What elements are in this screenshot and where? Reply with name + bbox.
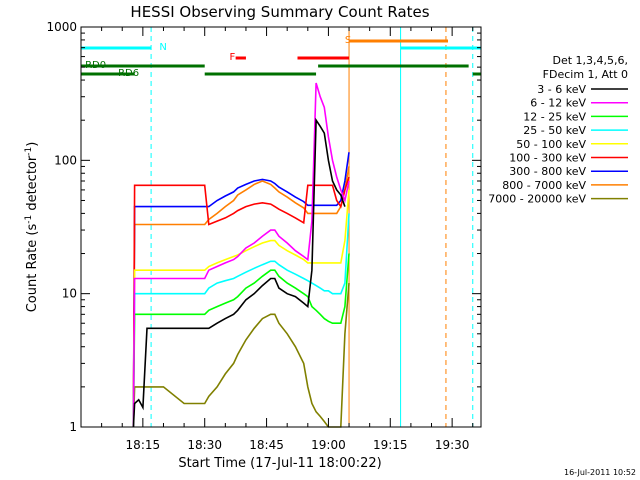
- y-label-sup2: -1: [24, 147, 34, 156]
- series-line-4: [132, 189, 350, 428]
- legend-label-3: 25 - 50 keV: [523, 124, 586, 137]
- y-tick-label-2: 100: [54, 153, 77, 167]
- y-label-end: ): [25, 142, 40, 147]
- series-line-3: [132, 213, 350, 428]
- legend-header-line1: Det 1,3,4,5,6,: [552, 54, 628, 67]
- legend-label-0: 3 - 6 keV: [537, 83, 586, 96]
- x-axis-label: Start Time (17-Jul-11 18:00:22): [178, 456, 381, 471]
- y-label-sup1: -1: [24, 215, 34, 224]
- x-axis: 18:15 18:30 18:45 19:00 19:15 19:30: [101, 27, 474, 452]
- series-line-6: [132, 152, 350, 428]
- y-axis-label: Count Rate (s-1 detector-1): [24, 142, 40, 313]
- y-axis: 1 10 100 1000: [46, 20, 481, 434]
- x-tick-label-4: 19:15: [373, 438, 408, 452]
- legend-label-6: 300 - 800 keV: [509, 165, 586, 178]
- state-label-rd6: RD6: [118, 68, 139, 79]
- series-line-2: [132, 253, 350, 428]
- series-line-1: [132, 82, 350, 428]
- legend-label-2: 12 - 25 keV: [523, 110, 586, 123]
- y-label-mid: detector: [25, 155, 40, 215]
- x-tick-label-0: 18:15: [126, 438, 161, 452]
- legend-label-8: 7000 - 20000 keV: [488, 193, 586, 206]
- y-tick-label-3: 1000: [46, 20, 77, 34]
- legend-label-1: 6 - 12 keV: [530, 97, 586, 110]
- y-label-main: Count Rate (s: [25, 224, 40, 313]
- series-line-5: [132, 176, 350, 428]
- x-tick-label-3: 19:00: [311, 438, 346, 452]
- legend-label-5: 100 - 300 keV: [509, 152, 586, 165]
- legend-header-line2: FDecim 1, Att 0: [543, 68, 628, 81]
- x-tick-label-2: 18:45: [249, 438, 284, 452]
- state-label-f: F: [229, 52, 235, 63]
- legend: Det 1,3,4,5,6, FDecim 1, Att 0 3 - 6 keV…: [488, 54, 628, 206]
- legend-label-7: 800 - 7000 keV: [502, 179, 586, 192]
- plot-area: N RD0 RD6 F S: [81, 27, 481, 428]
- timestamp: 16-Jul-2011 10:52: [564, 468, 636, 477]
- legend-label-4: 50 - 100 keV: [516, 138, 586, 151]
- series-line-7: [132, 166, 350, 428]
- state-label-rd0: RD0: [85, 60, 106, 71]
- plot-frame: [80, 26, 482, 428]
- x-tick-label-5: 19:30: [435, 438, 470, 452]
- chart-title: HESSI Observing Summary Count Rates: [130, 3, 429, 21]
- state-label-s: S: [345, 35, 351, 46]
- y-tick-label-0: 1: [69, 420, 77, 434]
- x-tick-label-1: 18:30: [187, 438, 222, 452]
- y-tick-label-1: 10: [62, 287, 77, 301]
- series-line-8: [132, 283, 350, 428]
- state-label-n: N: [159, 42, 166, 53]
- series-line-0: [132, 117, 346, 428]
